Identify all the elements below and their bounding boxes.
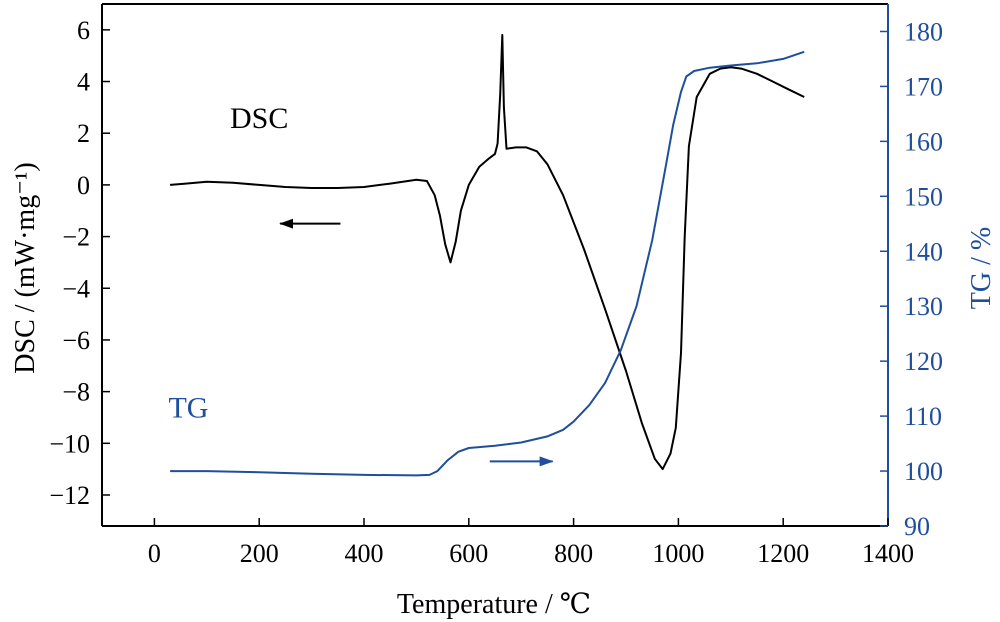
y-right-axis-title: TG / % bbox=[966, 227, 997, 309]
x-tick-label: 1200 bbox=[757, 539, 809, 568]
y-left-tick-label: 0 bbox=[77, 171, 90, 200]
tg-series-label: TG bbox=[168, 391, 208, 424]
y-right-tick-label: 160 bbox=[904, 127, 943, 156]
y-right-tick-label: 90 bbox=[904, 512, 930, 541]
y-left-tick-label: −8 bbox=[62, 378, 90, 407]
y-left-tick-label: 6 bbox=[77, 16, 90, 45]
x-tick-label: 600 bbox=[449, 539, 488, 568]
y-left-tick-label: 2 bbox=[77, 119, 90, 148]
y-left-tick-label: −6 bbox=[62, 326, 90, 355]
y-right-tick-label: 180 bbox=[904, 17, 943, 46]
y-right-tick-label: 120 bbox=[904, 347, 943, 376]
dsc-series-line bbox=[170, 34, 805, 471]
y-right-tick-label: 110 bbox=[904, 402, 942, 431]
x-tick-label: 0 bbox=[148, 539, 161, 568]
y-right-tick-label: 100 bbox=[904, 457, 943, 486]
frame-layer bbox=[101, 3, 889, 527]
x-tick-label: 1000 bbox=[652, 539, 704, 568]
x-tick-label: 200 bbox=[240, 539, 279, 568]
x-tick-label: 1400 bbox=[862, 539, 914, 568]
y-left-tick-label: 4 bbox=[77, 68, 90, 97]
x-tick-label: 400 bbox=[345, 539, 384, 568]
y-left-axis-title: DSC / (mW·mg⁻¹) bbox=[10, 162, 41, 373]
y-left-tick-label: −4 bbox=[62, 274, 90, 303]
y-left-tick-label: −2 bbox=[62, 223, 90, 252]
ticks-layer: 0 200 400 600 800 1000 1200 1400 6 4 2 0 −2 −4 −6 −8 −10… bbox=[49, 16, 943, 568]
y-left-tick-label: −10 bbox=[49, 429, 90, 458]
y-right-tick-label: 150 bbox=[904, 182, 943, 211]
y-right-tick-label: 170 bbox=[904, 72, 943, 101]
y-right-tick-label: 140 bbox=[904, 237, 943, 266]
y-left-tick-label: −12 bbox=[49, 481, 90, 510]
annotation-layer: DSC TG bbox=[168, 102, 554, 467]
x-tick-label: 800 bbox=[554, 539, 593, 568]
y-right-tick-label: 130 bbox=[904, 292, 943, 321]
series-layer bbox=[170, 34, 805, 477]
x-axis-title: Temperature / ℃ bbox=[397, 589, 591, 620]
dsc-series-label: DSC bbox=[230, 102, 288, 135]
tg-series-line bbox=[170, 50, 805, 477]
